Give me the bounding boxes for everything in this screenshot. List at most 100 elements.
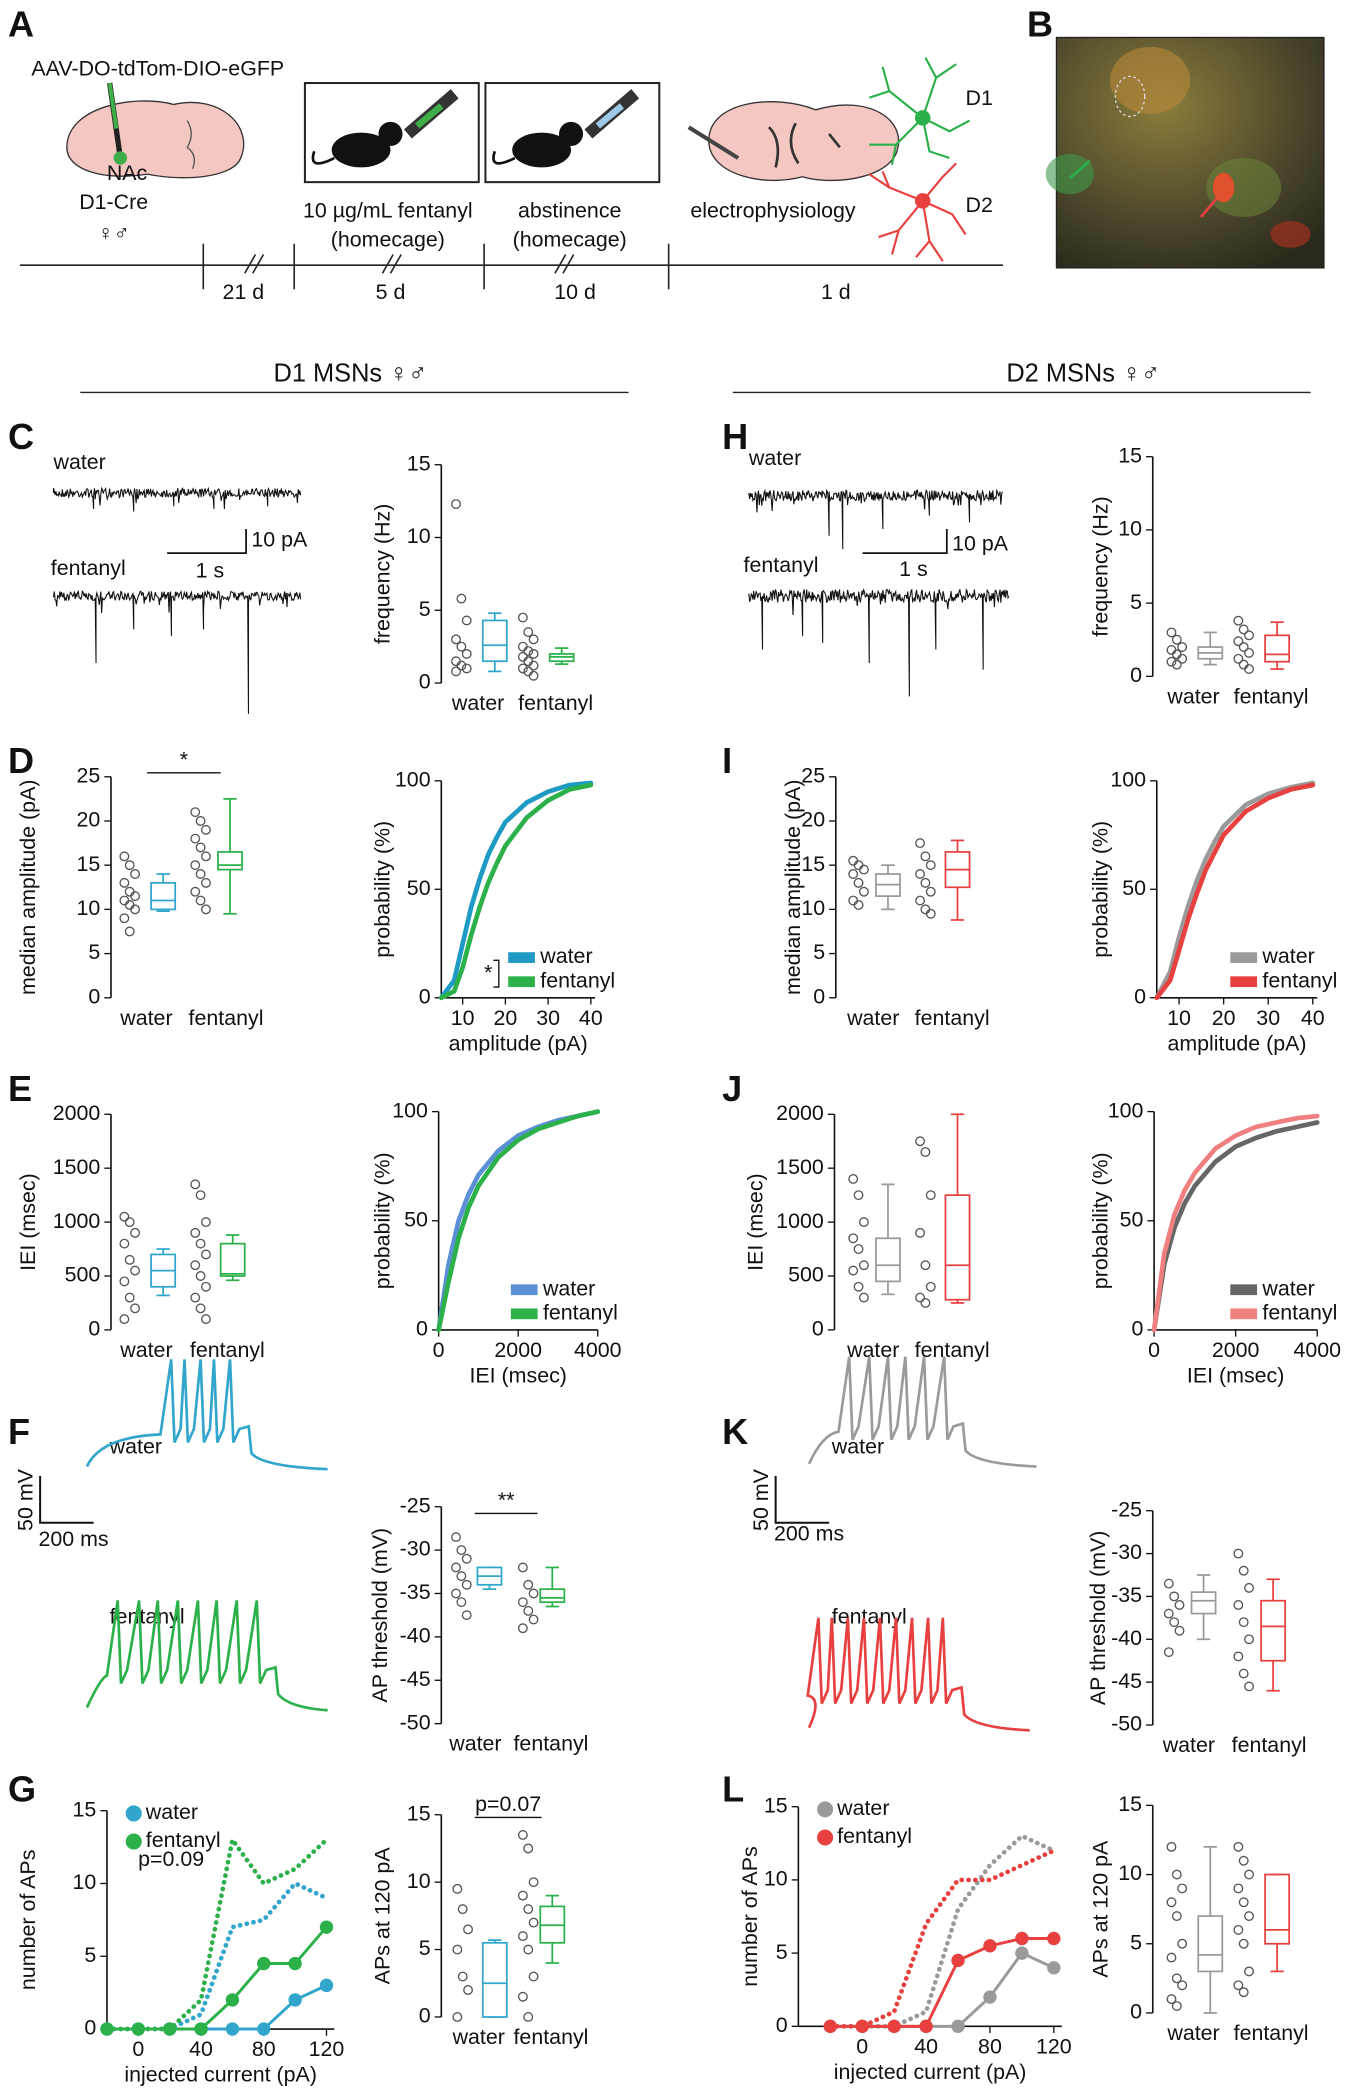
legend-label: fentanyl: [543, 1300, 618, 1324]
data-point: [456, 1545, 467, 1556]
category-label: fentanyl: [915, 1006, 990, 1030]
y-tick-label: -35: [400, 1580, 431, 1604]
data-point: [119, 1211, 130, 1222]
data-point: [1233, 615, 1244, 626]
data-point: [523, 1944, 534, 1955]
x-tick-label: 120: [1036, 2034, 1072, 2058]
panel-label: H: [722, 416, 748, 457]
legend-label: fentanyl: [837, 1824, 912, 1848]
data-point: [1238, 1987, 1249, 1998]
y-axis-label: IEI (msec): [744, 1173, 768, 1271]
legend-swatch: [1230, 976, 1258, 988]
data-point: [200, 824, 211, 835]
y-axis-label: median amplitude (pA): [16, 780, 40, 996]
data-point: [915, 1227, 926, 1238]
y-tick-label: 15: [77, 852, 101, 876]
legend-swatch: [508, 976, 535, 988]
data-point: [195, 869, 206, 879]
y-tick-label: 15: [801, 852, 825, 876]
y-axis-label: AP threshold (mV): [368, 1528, 392, 1703]
data-point: [200, 877, 211, 888]
data-point: [915, 1136, 926, 1147]
legend-label: water: [539, 944, 592, 968]
data-point: [1233, 1600, 1244, 1610]
data-point: [920, 877, 931, 888]
y-tick-label: -50: [400, 1710, 431, 1734]
data-point: [920, 1298, 931, 1308]
data-point: [1233, 1651, 1244, 1662]
data-point: [1177, 1938, 1188, 1949]
marker: [194, 2022, 208, 2036]
data-point: [523, 1605, 534, 1616]
data-point: [517, 1830, 528, 1840]
y-tick-label: 15: [407, 451, 431, 475]
y-tick-label: 0: [88, 984, 100, 1008]
trace: [748, 588, 1010, 697]
scale-label: 50 mV: [749, 1468, 773, 1531]
category-label: water: [119, 1006, 172, 1030]
data-point: [119, 1238, 130, 1249]
data-point: [1174, 1600, 1185, 1610]
panel-label: I: [722, 740, 732, 781]
legend-marker: [125, 1805, 142, 1822]
data-point: [461, 1579, 472, 1590]
data-point: [925, 886, 936, 897]
legend-swatch: [508, 952, 535, 963]
data-point: [457, 1904, 468, 1915]
legend-swatch: [1230, 952, 1258, 963]
data-point: [853, 1281, 864, 1292]
series-line: [438, 782, 594, 1001]
y-tick-label: 50: [404, 1207, 428, 1231]
data-point: [451, 1562, 461, 1573]
x-tick-label: 20: [493, 1006, 517, 1030]
section-header: D2 MSNs ♀♂: [1006, 360, 1160, 388]
syringe-fill: [107, 82, 119, 129]
y-tick-label: 25: [801, 763, 825, 787]
box: [1264, 1873, 1291, 1945]
data-point: [195, 1303, 206, 1314]
data-point: [517, 663, 528, 674]
data-point: [858, 864, 869, 875]
marker: [257, 2022, 271, 2036]
y-tick-label: 50: [1122, 876, 1146, 900]
data-point: [853, 1190, 864, 1201]
y-tick-label: 1500: [776, 1155, 824, 1179]
slice-detail: [767, 122, 841, 168]
trace: [748, 488, 1003, 550]
y-tick-label: -35: [1111, 1583, 1142, 1607]
x-tick-label: 30: [536, 1006, 560, 1030]
series-line: [438, 780, 594, 1001]
category-label: fentanyl: [514, 2025, 589, 2049]
box: [1190, 1591, 1217, 1615]
x-tick-label: 40: [1301, 1006, 1325, 1030]
data-point: [190, 1260, 201, 1271]
y-tick-label: 10: [407, 524, 431, 548]
panel-label: B: [1027, 3, 1053, 44]
data-point: [119, 1276, 130, 1287]
data-point: [523, 1579, 534, 1590]
y-tick-label: 10: [77, 896, 101, 920]
category-label: fentanyl: [915, 1338, 990, 1362]
y-tick-label: 5: [419, 1936, 431, 1960]
data-point: [1238, 1938, 1249, 1949]
data-point: [853, 900, 864, 910]
y-axis-label: number of APs: [738, 1846, 762, 1987]
data-point: [1174, 1625, 1185, 1636]
neuron-d1: [868, 57, 971, 165]
data-point: [528, 1877, 539, 1888]
data-point: [1166, 1994, 1177, 2005]
data-point: [130, 1303, 141, 1314]
y-tick-label: 5: [776, 1940, 788, 1964]
ap-trace: [85, 1600, 328, 1712]
data-point: [190, 1227, 201, 1238]
legend-marker: [817, 1801, 834, 1818]
legend-marker: [817, 1829, 834, 1846]
y-axis-label: frequency (Hz): [370, 504, 394, 644]
y-tick-label: 100: [1108, 1098, 1144, 1122]
marker: [100, 2022, 114, 2036]
scale-label: 50 mV: [13, 1468, 37, 1531]
data-point: [517, 1597, 528, 1608]
y-axis-label: probability (%): [1089, 821, 1113, 958]
x-tick-label: 30: [1256, 1006, 1280, 1030]
